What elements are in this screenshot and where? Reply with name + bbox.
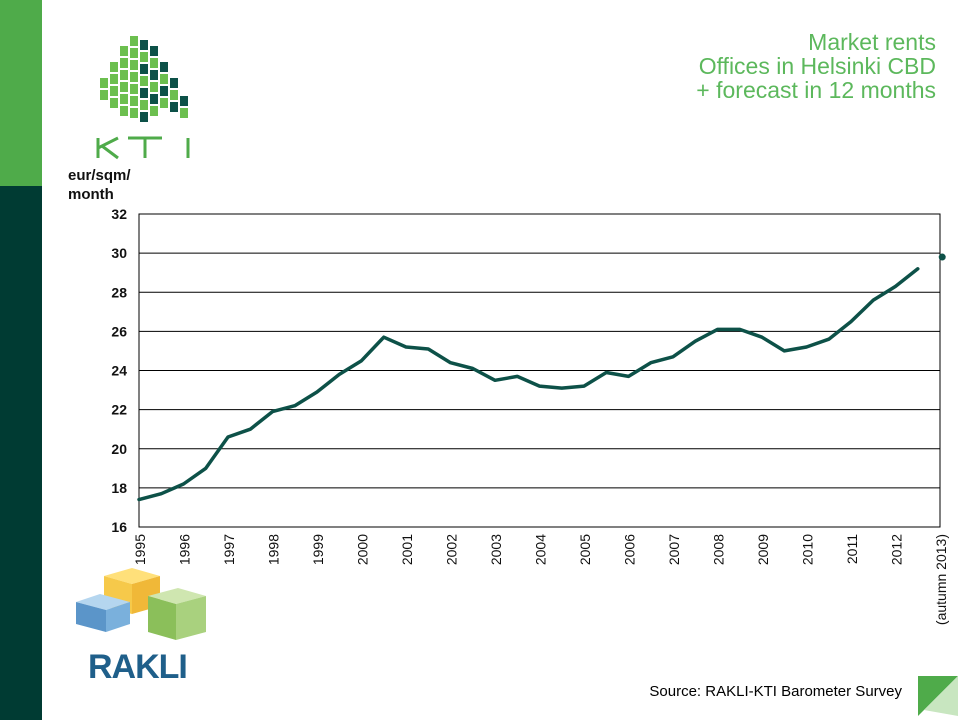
kti-logo-square bbox=[160, 86, 168, 96]
kti-logo-square bbox=[110, 86, 118, 96]
kti-logo-square bbox=[140, 52, 148, 62]
kti-logo-square bbox=[120, 106, 128, 116]
y-tick-label: 32 bbox=[111, 206, 127, 222]
x-tick-label: 2001 bbox=[399, 534, 415, 565]
kti-logo-square bbox=[130, 48, 138, 58]
x-tick-label: 2011 bbox=[844, 534, 860, 564]
kti-logo-square bbox=[160, 98, 168, 108]
x-tick-label: 2012 bbox=[889, 534, 905, 565]
kti-logo-square bbox=[150, 46, 158, 56]
x-tick-label: 2005 bbox=[577, 534, 593, 565]
title-line-1: Market rents bbox=[808, 29, 936, 55]
corner-triangle bbox=[918, 676, 958, 716]
y-axis-label-line-2: month bbox=[68, 186, 114, 203]
kti-logo-square bbox=[150, 58, 158, 68]
kti-logo-square bbox=[150, 70, 158, 80]
kti-logo-square bbox=[140, 40, 148, 50]
title-line-2: Offices in Helsinki CBD bbox=[698, 53, 936, 79]
kti-logo-square bbox=[170, 90, 178, 100]
x-tick-label: 1997 bbox=[221, 534, 237, 565]
title-line-3: + forecast in 12 months bbox=[696, 77, 936, 103]
x-tick-label: 1996 bbox=[177, 534, 193, 565]
y-tick-label: 26 bbox=[111, 323, 127, 339]
y-tick-label: 24 bbox=[111, 363, 127, 379]
kti-logo-square bbox=[180, 108, 188, 118]
x-tick-label: 2004 bbox=[533, 534, 549, 565]
kti-logo-square bbox=[160, 62, 168, 72]
kti-logo-square bbox=[120, 46, 128, 56]
kti-logo-square bbox=[110, 98, 118, 108]
kti-logo-square bbox=[120, 94, 128, 104]
rakli-cube-green bbox=[148, 588, 206, 640]
kti-logo-square bbox=[130, 108, 138, 118]
kti-logo-square bbox=[100, 78, 108, 88]
kti-logo-square bbox=[140, 100, 148, 110]
series-line-market-rent bbox=[137, 267, 920, 502]
x-tick-label: (autumn 2013) bbox=[933, 534, 949, 625]
x-tick-label: 1998 bbox=[266, 534, 282, 565]
rakli-logo-text: RAKLI bbox=[88, 648, 187, 686]
kti-logo-square bbox=[160, 74, 168, 84]
y-tick-label: 28 bbox=[111, 284, 127, 300]
y-tick-label: 20 bbox=[111, 441, 127, 457]
x-tick-label: 1999 bbox=[310, 534, 326, 565]
left-band-top bbox=[0, 0, 42, 186]
kti-logo-square bbox=[130, 96, 138, 106]
kti-logo-square bbox=[140, 112, 148, 122]
kti-logo-square bbox=[100, 90, 108, 100]
x-tick-label: 2008 bbox=[711, 534, 727, 565]
x-tick-label: 2010 bbox=[800, 534, 816, 565]
x-tick-label: 1995 bbox=[132, 534, 148, 565]
kti-logo-square bbox=[180, 96, 188, 106]
source-note: Source: RAKLI-KTI Barometer Survey bbox=[649, 683, 902, 700]
rakli-cube-blue bbox=[76, 594, 130, 632]
kti-logo-square bbox=[140, 76, 148, 86]
kti-logo-square bbox=[130, 84, 138, 94]
y-axis-label-line-1: eur/sqm/ bbox=[68, 167, 131, 184]
plot-frame bbox=[138, 213, 941, 528]
kti-logo-square bbox=[170, 78, 178, 88]
y-tick-label: 16 bbox=[111, 519, 127, 535]
chart-title: Market rents Offices in Helsinki CBD + f… bbox=[696, 30, 936, 102]
x-tick-label: 2006 bbox=[622, 534, 638, 565]
kti-logo-square bbox=[110, 74, 118, 84]
x-tick-label: 2009 bbox=[755, 534, 771, 565]
kti-logo-square bbox=[130, 72, 138, 82]
y-tick-label: 18 bbox=[111, 480, 127, 496]
x-tick-label: 2007 bbox=[666, 534, 682, 565]
kti-logo-square bbox=[120, 58, 128, 68]
y-tick-label: 30 bbox=[111, 245, 127, 261]
kti-logo-square bbox=[130, 36, 138, 46]
kti-logo-square bbox=[150, 94, 158, 104]
kti-logo-square bbox=[120, 82, 128, 92]
kti-logo-square bbox=[150, 106, 158, 116]
x-tick-label: 2002 bbox=[444, 534, 460, 565]
kti-logo-square bbox=[130, 60, 138, 70]
kti-logo-square bbox=[120, 70, 128, 80]
y-axis-label: eur/sqm/ month bbox=[68, 166, 131, 204]
kti-logo-square bbox=[140, 88, 148, 98]
y-tick-label: 22 bbox=[111, 402, 127, 418]
kti-logo bbox=[96, 36, 190, 160]
left-band-bottom bbox=[0, 186, 42, 720]
kti-logo-square bbox=[110, 62, 118, 72]
x-tick-label: 2003 bbox=[488, 534, 504, 565]
x-tick-label: 2000 bbox=[355, 534, 371, 565]
forecast-point bbox=[938, 253, 946, 261]
rakli-logo: RAKLI bbox=[76, 568, 206, 686]
kti-logo-square bbox=[170, 102, 178, 112]
kti-logo-square bbox=[140, 64, 148, 74]
kti-logo-square bbox=[150, 82, 158, 92]
